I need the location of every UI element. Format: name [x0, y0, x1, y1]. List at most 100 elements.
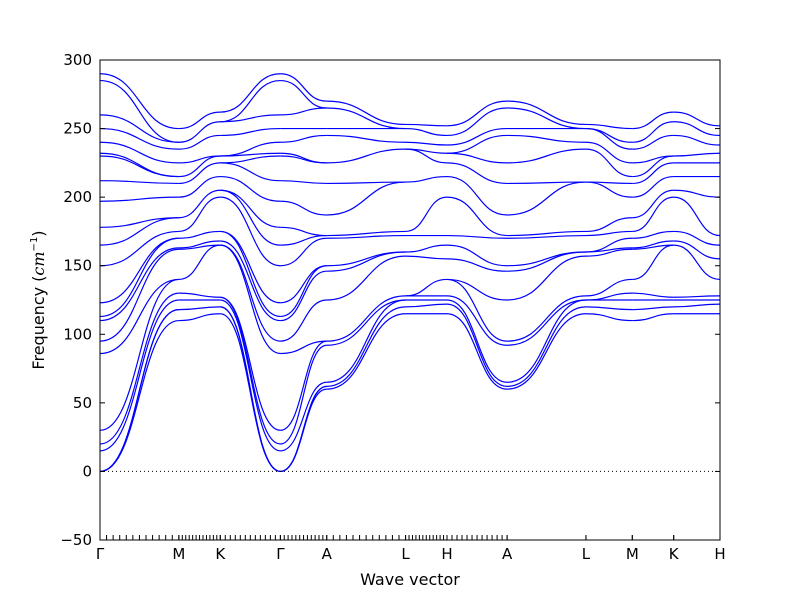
- x-tick-label: Γ: [96, 545, 105, 563]
- phonon-branch: [405, 127, 447, 137]
- phonon-branch: [507, 295, 586, 342]
- y-axis-label: Frequency (cm−1): [29, 230, 48, 369]
- phonon-branch: [585, 292, 633, 301]
- phonon-branch: [585, 306, 633, 311]
- phonon-branch: [673, 111, 720, 127]
- phonon-branch: [446, 234, 508, 239]
- phonon-branch: [220, 296, 281, 431]
- phonon-branch: [220, 299, 281, 452]
- phonon-branch: [178, 155, 221, 164]
- phonon-branch: [100, 237, 179, 304]
- y-tick-label: −50: [60, 531, 92, 549]
- y-axis-ticks: −50 0 50 100 150 200 250 300: [60, 51, 720, 549]
- phonon-branch: [280, 226, 327, 237]
- phonon-branch: [280, 381, 327, 452]
- phonon-branch: [178, 240, 221, 249]
- phonon-branch: [585, 181, 633, 185]
- phonon-branch: [100, 248, 179, 342]
- y-tick-label: 250: [63, 120, 92, 138]
- x-tick-label: A: [322, 545, 333, 563]
- phonon-branch: [280, 237, 327, 267]
- phonon-branch: [446, 100, 508, 127]
- phonon-branch: [632, 244, 674, 281]
- phonon-branch: [178, 306, 221, 311]
- phonon-branch: [178, 230, 221, 239]
- phonon-branch: [673, 121, 720, 137]
- phonon-branch: [405, 141, 447, 146]
- x-tick-label: L: [582, 545, 591, 563]
- phonon-branch: [220, 175, 281, 202]
- phonon-branch: [585, 313, 633, 322]
- phonon-branch: [220, 73, 281, 113]
- phonon-branch: [100, 247, 179, 322]
- phonon-branch: [220, 189, 281, 228]
- phonon-branch: [632, 111, 674, 130]
- phonon-branch: [100, 114, 179, 143]
- phonon-branch: [673, 230, 720, 246]
- phonon-branch: [405, 148, 447, 154]
- phonon-branch: [446, 258, 508, 272]
- phonon-branch: [446, 162, 508, 185]
- x-tick-label: H: [441, 545, 452, 563]
- phonon-branch: [507, 255, 586, 301]
- phonon-branch: [178, 244, 221, 281]
- phonon-branch: [220, 79, 281, 123]
- phonon-branch: [280, 180, 327, 185]
- phonon-branch: [326, 230, 406, 237]
- phonon-branch: [326, 234, 406, 239]
- phonon-branch: [507, 299, 586, 383]
- phonon-branch: [405, 255, 447, 260]
- phonon-branch: [280, 134, 327, 143]
- phonon-branch: [507, 251, 586, 267]
- phonon-branch: [632, 162, 674, 185]
- phonon-branch: [585, 181, 633, 198]
- phonon-branch: [585, 278, 633, 297]
- phonon-branch: [446, 303, 508, 387]
- phonon-branch: [405, 278, 447, 297]
- phonon-branch: [632, 306, 674, 311]
- phonon-branch: [220, 230, 281, 304]
- phonon-branch: [100, 141, 179, 164]
- x-tick-label: A: [502, 545, 513, 563]
- phonon-branch: [100, 299, 179, 452]
- phonon-branch: [280, 234, 327, 246]
- phonon-branch: [585, 248, 633, 257]
- phonon-branch: [446, 152, 508, 164]
- phonon-branch: [100, 230, 179, 267]
- phonon-branch: [405, 175, 447, 183]
- phonon-branch: [446, 196, 508, 237]
- phonon-branch: [507, 148, 586, 164]
- phonon-branch: [178, 244, 221, 250]
- phonon-branch: [280, 340, 327, 431]
- phonon-branch: [220, 114, 281, 123]
- phonon-branch: [100, 237, 179, 318]
- phonon-branch: [507, 313, 586, 390]
- phonon-branch: [100, 155, 179, 178]
- phonon-branch: [178, 196, 221, 233]
- phonon-branch: [220, 244, 281, 342]
- phonon-branch: [446, 244, 508, 267]
- phonon-branch: [585, 123, 633, 130]
- phonon-branch: [507, 306, 586, 387]
- x-tick-label: K: [215, 545, 226, 563]
- phonon-branch: [100, 309, 179, 473]
- y-tick-label: 100: [63, 325, 92, 343]
- phonon-branch: [326, 107, 406, 130]
- phonon-branch: [585, 217, 633, 233]
- x-tick-label: M: [172, 545, 185, 563]
- phonon-branch: [632, 230, 674, 239]
- phonon-branch: [507, 234, 586, 239]
- phonon-branch: [178, 162, 221, 185]
- phonon-branch: [100, 292, 179, 445]
- phonon-branch: [280, 340, 327, 355]
- phonon-branch: [100, 217, 179, 228]
- phonon-branch: [326, 181, 406, 216]
- phonon-branch: [446, 278, 508, 342]
- y-tick-label: 200: [63, 188, 92, 206]
- phonon-branch: [673, 240, 720, 260]
- phonon-branch: [280, 79, 327, 109]
- phonon-branch: [178, 175, 221, 198]
- phonon-branch: [507, 230, 586, 237]
- phonon-branch: [405, 244, 447, 253]
